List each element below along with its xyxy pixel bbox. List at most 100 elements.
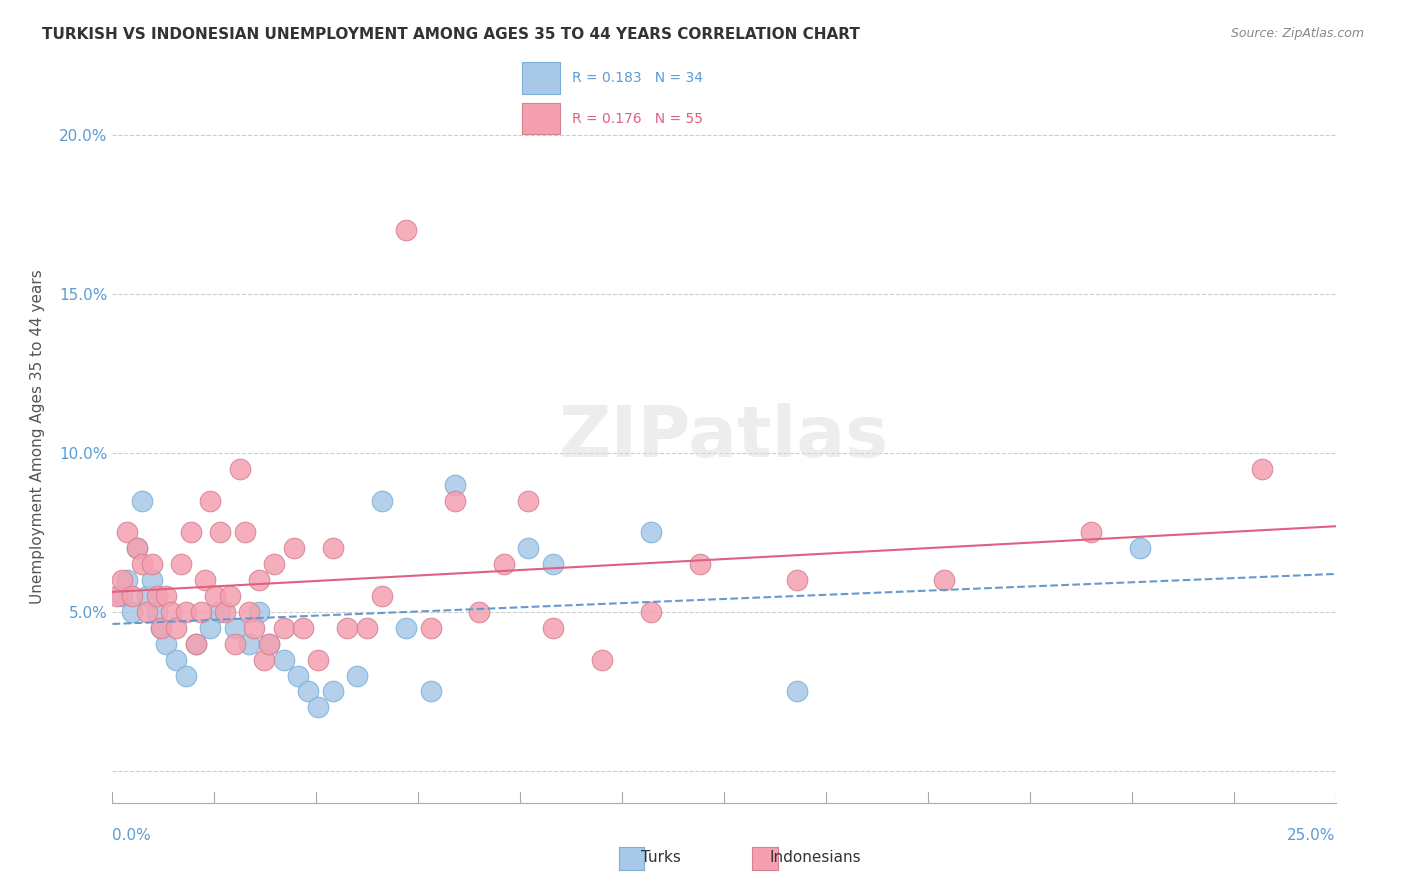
Point <box>209 605 232 619</box>
Point <box>131 558 153 572</box>
Point <box>263 558 285 572</box>
Point <box>273 621 295 635</box>
Text: Turks: Turks <box>641 850 681 865</box>
Point <box>145 589 167 603</box>
Point <box>214 605 236 619</box>
Point <box>219 589 242 603</box>
Point <box>135 605 157 619</box>
Point <box>640 525 662 540</box>
Point <box>444 477 467 491</box>
Point <box>541 621 564 635</box>
Point <box>419 684 441 698</box>
Point <box>155 589 177 603</box>
Point <box>200 493 222 508</box>
Point <box>591 653 613 667</box>
Point <box>307 653 329 667</box>
Point <box>247 573 270 587</box>
Point <box>322 541 344 556</box>
Point <box>105 589 128 603</box>
Point <box>145 605 167 619</box>
Point <box>135 589 157 603</box>
Point <box>204 589 226 603</box>
Point <box>356 621 378 635</box>
Point <box>174 668 197 682</box>
Point <box>160 605 183 619</box>
Point <box>141 573 163 587</box>
Point <box>395 621 418 635</box>
Point <box>194 573 217 587</box>
Point <box>934 573 956 587</box>
Point <box>468 605 491 619</box>
FancyBboxPatch shape <box>523 62 560 94</box>
Text: Indonesians: Indonesians <box>769 850 862 865</box>
Point <box>287 668 309 682</box>
Point <box>370 589 392 603</box>
Point <box>292 621 315 635</box>
Text: TURKISH VS INDONESIAN UNEMPLOYMENT AMONG AGES 35 TO 44 YEARS CORRELATION CHART: TURKISH VS INDONESIAN UNEMPLOYMENT AMONG… <box>42 27 860 42</box>
Point <box>224 621 246 635</box>
Point <box>180 525 202 540</box>
Point <box>395 223 418 237</box>
Point <box>253 653 276 667</box>
Text: R = 0.176   N = 55: R = 0.176 N = 55 <box>572 112 703 126</box>
Point <box>131 493 153 508</box>
Point <box>1080 525 1102 540</box>
Point <box>541 558 564 572</box>
Point <box>444 493 467 508</box>
Point <box>165 653 187 667</box>
Point <box>150 621 173 635</box>
Point <box>233 525 256 540</box>
Point <box>370 493 392 508</box>
Point <box>125 541 148 556</box>
Point <box>165 621 187 635</box>
Point <box>786 573 808 587</box>
Text: Source: ZipAtlas.com: Source: ZipAtlas.com <box>1230 27 1364 40</box>
Point <box>170 558 193 572</box>
Point <box>150 621 173 635</box>
Text: 0.0%: 0.0% <box>112 829 152 843</box>
Point <box>247 605 270 619</box>
Point <box>1129 541 1152 556</box>
Point <box>238 605 260 619</box>
Text: R = 0.183   N = 34: R = 0.183 N = 34 <box>572 70 703 85</box>
Point <box>689 558 711 572</box>
Point <box>273 653 295 667</box>
Point <box>283 541 305 556</box>
Point <box>190 605 212 619</box>
Point <box>121 589 143 603</box>
Point <box>111 573 134 587</box>
Point <box>297 684 319 698</box>
Point <box>209 525 232 540</box>
Point <box>115 573 138 587</box>
Point <box>322 684 344 698</box>
Point <box>200 621 222 635</box>
Point <box>640 605 662 619</box>
Point <box>184 637 207 651</box>
Point <box>257 637 280 651</box>
Text: ZIPatlas: ZIPatlas <box>560 402 889 472</box>
Point <box>786 684 808 698</box>
Point <box>228 462 250 476</box>
Point <box>492 558 515 572</box>
Point <box>224 637 246 651</box>
Point <box>243 621 266 635</box>
Point <box>141 558 163 572</box>
Point <box>155 637 177 651</box>
Point <box>111 589 134 603</box>
Point <box>121 605 143 619</box>
Point <box>174 605 197 619</box>
Point <box>257 637 280 651</box>
Point <box>125 541 148 556</box>
Point <box>346 668 368 682</box>
Point <box>336 621 359 635</box>
FancyBboxPatch shape <box>523 103 560 134</box>
Point <box>238 637 260 651</box>
Point <box>115 525 138 540</box>
Point <box>1251 462 1274 476</box>
Point <box>419 621 441 635</box>
Text: 25.0%: 25.0% <box>1288 829 1336 843</box>
Point <box>184 637 207 651</box>
Y-axis label: Unemployment Among Ages 35 to 44 years: Unemployment Among Ages 35 to 44 years <box>31 269 45 605</box>
Point <box>307 700 329 714</box>
Point <box>517 493 540 508</box>
